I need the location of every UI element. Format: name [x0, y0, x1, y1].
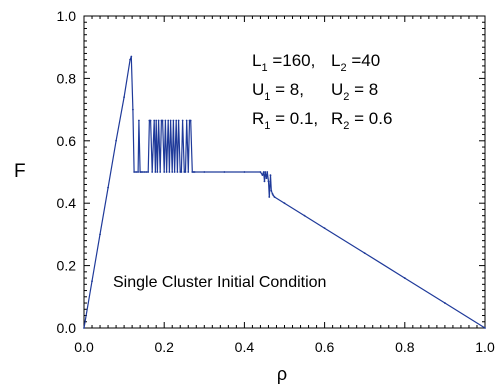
- data-point: [261, 174, 264, 177]
- data-point: [151, 171, 154, 173]
- data-point: [145, 171, 148, 173]
- data-point: [165, 171, 168, 173]
- data-point: [193, 171, 196, 173]
- y-axis-label: F: [14, 161, 26, 182]
- data-point: [269, 174, 272, 177]
- data-point: [169, 119, 172, 122]
- data-point: [143, 171, 146, 173]
- data-point: [149, 119, 152, 122]
- data-point: [185, 119, 188, 122]
- data-point: [123, 96, 125, 99]
- data-point: [91, 280, 93, 283]
- data-point: [107, 186, 109, 189]
- data-point: [187, 171, 190, 173]
- data-point: [266, 171, 269, 173]
- condition-annotation: Single Cluster Initial Condition: [113, 274, 326, 291]
- data-point: [484, 327, 486, 329]
- ticks: [83, 15, 486, 329]
- parameter-label: U1 = 8,: [252, 80, 304, 103]
- data-point: [171, 171, 174, 173]
- data-point: [363, 252, 366, 255]
- data-point: [283, 202, 286, 205]
- data-point: [259, 171, 262, 173]
- y-tick-label: 0.0: [57, 320, 77, 336]
- data-point: [163, 171, 166, 173]
- x-tick-label: 0.8: [395, 339, 415, 355]
- data-point: [189, 119, 192, 122]
- data-point: [132, 108, 134, 111]
- data-point: [147, 171, 150, 173]
- parameter-label: R2 = 0.6: [331, 109, 392, 132]
- data-point: [303, 214, 306, 217]
- parameter-label: R1 = 0.1,: [252, 109, 318, 132]
- tick-labels: 0.0 0.2 0.4 0.6 0.8 1.0 0.0 0.2 0.4 0.6 0.8 1.0: [57, 8, 495, 355]
- data-point: [99, 233, 101, 236]
- data-point: [264, 171, 267, 173]
- data-point: [172, 119, 175, 122]
- data-point: [159, 171, 162, 173]
- series-lines: [83, 55, 486, 329]
- x-tick-label: 0.2: [154, 339, 174, 355]
- data-point: [444, 302, 446, 304]
- data-point: [243, 171, 246, 173]
- data-point: [223, 171, 226, 173]
- data-point: [164, 119, 167, 122]
- x-tick-label: 1.0: [475, 339, 495, 355]
- data-point: [263, 180, 266, 183]
- data-point: [203, 171, 206, 173]
- data-point: [155, 119, 158, 122]
- data-point: [129, 58, 132, 61]
- data-point: [83, 327, 85, 329]
- data-point: [270, 189, 273, 192]
- data-point: [175, 119, 178, 122]
- data-point: [184, 171, 187, 173]
- parameter-annotation: L1 =160, L2 =40 U1 = 8, U2 = 8 R1 = 0.1, R2 =…: [252, 51, 392, 132]
- x-tick-label: 0.0: [74, 339, 94, 355]
- data-point: [181, 119, 184, 122]
- data-point: [267, 180, 270, 183]
- data-point: [130, 55, 133, 58]
- series-line: [83, 55, 486, 329]
- data-point: [180, 171, 183, 173]
- parameter-label: U2 = 8: [331, 80, 378, 103]
- data-point: [167, 119, 170, 122]
- data-point: [137, 171, 140, 173]
- data-point: [138, 119, 140, 122]
- data-point: [161, 119, 164, 122]
- data-point: [268, 196, 271, 198]
- data-point: [153, 119, 156, 122]
- x-axis-label: ρ: [277, 364, 287, 384]
- data-point: [265, 177, 268, 180]
- y-tick-label: 0.2: [57, 258, 77, 274]
- data-point: [272, 194, 275, 197]
- y-tick-label: 1.0: [57, 8, 77, 24]
- data-point: [173, 171, 176, 173]
- data-point: [133, 171, 136, 173]
- y-tick-label: 0.8: [57, 70, 77, 86]
- y-tick-label: 0.6: [57, 133, 77, 149]
- data-point: [176, 171, 179, 173]
- data-point: [156, 171, 159, 173]
- data-point: [135, 171, 138, 173]
- x-tick-label: 0.6: [315, 339, 335, 355]
- data-point: [115, 139, 117, 142]
- data-point: [141, 171, 144, 173]
- y-tick-label: 0.4: [57, 195, 77, 211]
- data-point: [262, 171, 265, 173]
- data-point: [273, 196, 276, 198]
- parameter-label: L2 =40: [331, 51, 380, 74]
- data-point: [168, 171, 171, 173]
- data-point: [403, 277, 406, 279]
- data-point: [157, 119, 160, 122]
- data-point: [271, 192, 274, 195]
- data-point: [154, 171, 157, 173]
- data-point: [323, 227, 326, 230]
- x-tick-label: 0.4: [235, 339, 255, 355]
- data-point: [177, 119, 180, 122]
- parameter-label: L1 =160,: [252, 51, 315, 74]
